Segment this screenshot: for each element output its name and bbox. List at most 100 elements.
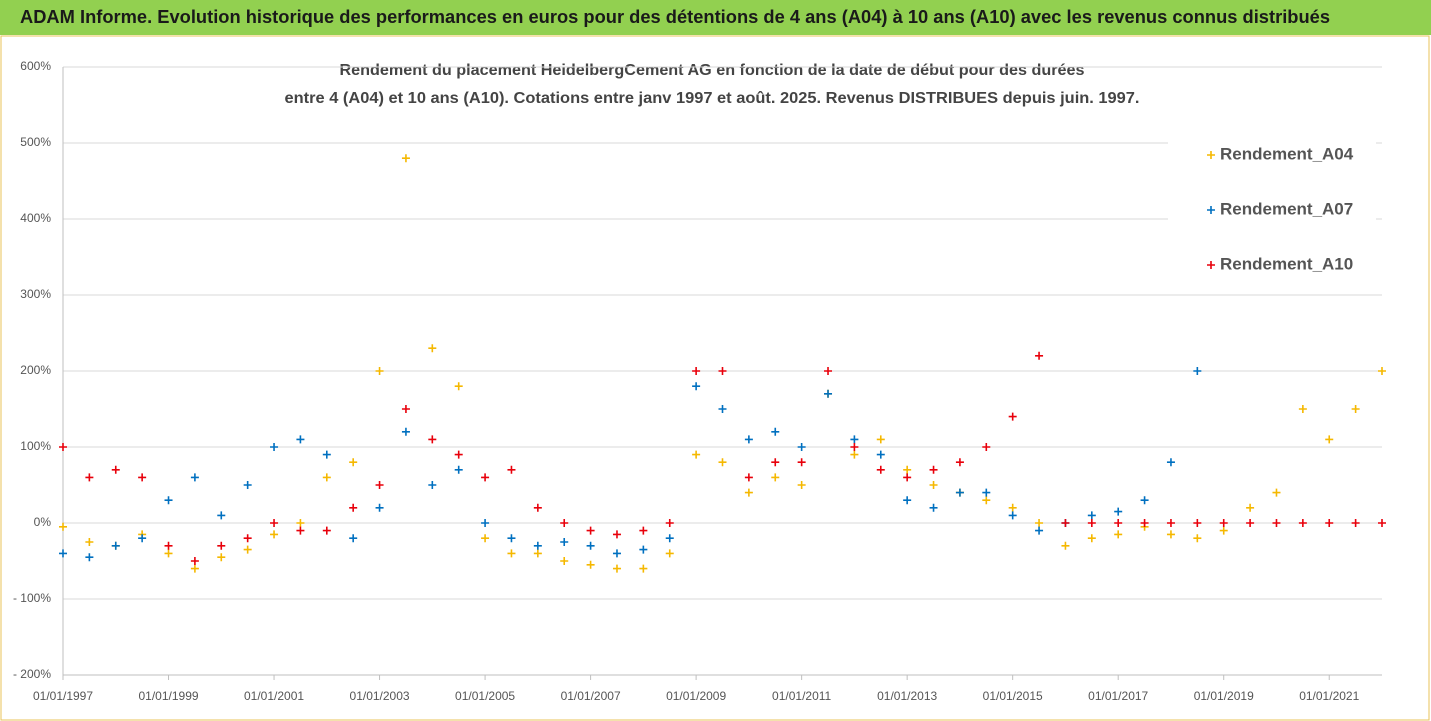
marker bbox=[401, 154, 410, 163]
marker bbox=[1219, 519, 1228, 527]
marker bbox=[1272, 488, 1281, 497]
marker bbox=[85, 538, 94, 546]
marker bbox=[718, 458, 727, 467]
series bbox=[59, 367, 1202, 562]
marker bbox=[665, 549, 674, 558]
marker bbox=[59, 443, 67, 451]
marker bbox=[243, 534, 252, 543]
marker bbox=[903, 465, 912, 474]
marker bbox=[586, 541, 595, 550]
marker bbox=[1272, 519, 1281, 527]
marker bbox=[586, 560, 595, 569]
marker bbox=[1325, 435, 1334, 444]
marker bbox=[1035, 519, 1044, 527]
legend-marker bbox=[1207, 206, 1215, 214]
marker bbox=[744, 473, 753, 482]
marker bbox=[243, 481, 252, 489]
legend-box bbox=[1168, 128, 1376, 293]
marker bbox=[190, 473, 199, 482]
marker bbox=[982, 496, 991, 505]
marker bbox=[1298, 405, 1307, 413]
y-tick-label: 100% bbox=[20, 439, 51, 453]
marker bbox=[929, 465, 938, 474]
x-tick-label: 01/01/1997 bbox=[33, 689, 93, 703]
marker bbox=[982, 443, 991, 451]
legend-label: Rendement_A10 bbox=[1220, 254, 1353, 273]
marker bbox=[1193, 534, 1202, 543]
marker bbox=[850, 443, 859, 451]
marker bbox=[876, 450, 885, 459]
marker bbox=[692, 367, 701, 375]
marker bbox=[190, 557, 199, 565]
marker bbox=[1140, 496, 1149, 505]
marker bbox=[1378, 367, 1386, 375]
marker bbox=[164, 496, 173, 505]
marker bbox=[612, 530, 621, 539]
marker bbox=[560, 519, 569, 527]
marker bbox=[375, 481, 384, 489]
marker bbox=[1219, 526, 1228, 535]
marker bbox=[665, 519, 674, 527]
marker bbox=[955, 458, 964, 467]
x-tick-label: 01/01/2007 bbox=[561, 689, 621, 703]
marker bbox=[243, 545, 252, 554]
marker bbox=[401, 427, 410, 436]
marker bbox=[903, 496, 912, 505]
marker bbox=[665, 534, 674, 543]
x-tick-label: 01/01/2003 bbox=[350, 689, 410, 703]
marker bbox=[507, 534, 516, 543]
marker bbox=[560, 557, 569, 565]
series bbox=[59, 154, 1386, 573]
marker bbox=[217, 541, 226, 550]
series bbox=[59, 351, 1386, 565]
marker bbox=[164, 541, 173, 550]
marker bbox=[1114, 519, 1123, 527]
marker bbox=[1325, 519, 1334, 527]
marker bbox=[270, 443, 279, 451]
marker bbox=[507, 549, 516, 558]
marker bbox=[375, 367, 384, 375]
marker bbox=[1193, 519, 1202, 527]
x-tick-label: 01/01/2015 bbox=[983, 689, 1043, 703]
marker bbox=[454, 465, 463, 474]
marker bbox=[270, 519, 279, 527]
marker bbox=[428, 344, 437, 353]
marker bbox=[692, 450, 701, 459]
marker bbox=[349, 534, 358, 543]
marker bbox=[1061, 541, 1070, 550]
marker bbox=[876, 435, 885, 444]
marker bbox=[1166, 530, 1175, 539]
marker bbox=[955, 488, 964, 497]
marker bbox=[982, 488, 991, 497]
legend-label: Rendement_A04 bbox=[1220, 144, 1354, 163]
marker bbox=[560, 538, 569, 546]
marker bbox=[428, 435, 437, 444]
marker bbox=[718, 405, 727, 413]
chart-subtitle: entre 4 (A04) et 10 ans (A10). Cotations… bbox=[285, 90, 1140, 107]
marker bbox=[639, 545, 648, 554]
marker bbox=[903, 473, 912, 482]
marker bbox=[481, 534, 490, 543]
y-tick-label: 600% bbox=[20, 59, 51, 73]
y-tick-label: 0% bbox=[34, 515, 52, 529]
chart-title: ADAM Informe. Evolution historique des p… bbox=[20, 7, 1330, 27]
marker bbox=[59, 549, 67, 558]
marker bbox=[850, 435, 859, 444]
marker bbox=[138, 534, 147, 543]
y-tick-label: 200% bbox=[20, 363, 51, 377]
marker bbox=[850, 450, 859, 459]
marker bbox=[929, 481, 938, 489]
y-tick-label: - 100% bbox=[13, 591, 51, 605]
marker bbox=[190, 564, 199, 573]
marker bbox=[744, 435, 753, 444]
marker bbox=[85, 553, 94, 562]
marker bbox=[296, 435, 305, 444]
marker bbox=[797, 443, 806, 451]
marker bbox=[771, 473, 780, 482]
x-tick-label: 01/01/2019 bbox=[1194, 689, 1254, 703]
marker bbox=[1087, 511, 1096, 520]
marker bbox=[797, 458, 806, 467]
marker bbox=[1166, 519, 1175, 527]
x-tick-label: 01/01/1999 bbox=[138, 689, 198, 703]
